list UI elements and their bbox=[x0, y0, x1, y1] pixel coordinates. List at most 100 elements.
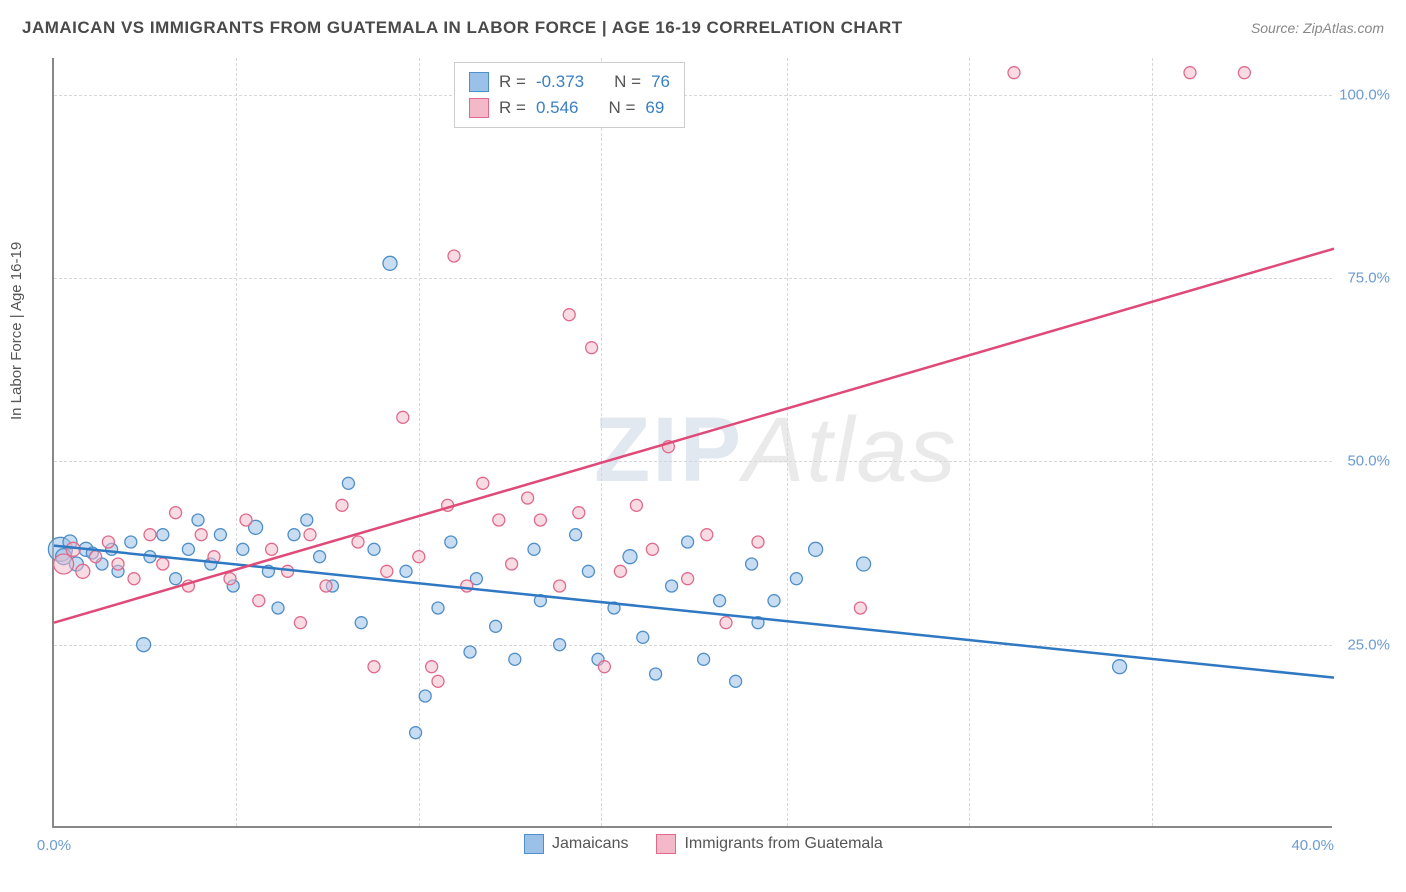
scatter-point bbox=[573, 507, 585, 519]
scatter-point bbox=[314, 551, 326, 563]
n-value: 69 bbox=[645, 95, 664, 121]
scatter-point bbox=[682, 573, 694, 585]
legend-item: Immigrants from Guatemala bbox=[656, 834, 882, 854]
scatter-point bbox=[137, 638, 151, 652]
legend-swatch-pink bbox=[656, 834, 676, 854]
y-tick-label: 50.0% bbox=[1347, 453, 1390, 470]
scatter-point bbox=[54, 554, 74, 574]
scatter-point bbox=[445, 536, 457, 548]
scatter-point bbox=[477, 477, 489, 489]
r-label: R = bbox=[499, 95, 526, 121]
legend-row: R = 0.546 N = 69 bbox=[469, 95, 670, 121]
scatter-point bbox=[125, 536, 137, 548]
scatter-point bbox=[272, 602, 284, 614]
scatter-point bbox=[506, 558, 518, 570]
scatter-point bbox=[397, 411, 409, 423]
scatter-point bbox=[413, 551, 425, 563]
scatter-point bbox=[426, 661, 438, 673]
chart-area: ZIPAtlas R = -0.373 N = 76 R = 0.546 N =… bbox=[52, 58, 1332, 828]
scatter-point bbox=[288, 529, 300, 541]
scatter-point bbox=[368, 661, 380, 673]
scatter-point bbox=[857, 557, 871, 571]
scatter-point bbox=[240, 514, 252, 526]
scatter-point bbox=[614, 565, 626, 577]
scatter-point bbox=[157, 558, 169, 570]
y-tick-label: 25.0% bbox=[1347, 636, 1390, 653]
n-value: 76 bbox=[651, 69, 670, 95]
scatter-point bbox=[490, 620, 502, 632]
scatter-plot bbox=[54, 58, 1332, 826]
scatter-point bbox=[522, 492, 534, 504]
scatter-point bbox=[720, 617, 732, 629]
scatter-point bbox=[701, 529, 713, 541]
source-attribution: Source: ZipAtlas.com bbox=[1251, 20, 1384, 36]
scatter-point bbox=[1238, 67, 1250, 79]
scatter-point bbox=[563, 309, 575, 321]
chart-title: JAMAICAN VS IMMIGRANTS FROM GUATEMALA IN… bbox=[22, 18, 903, 38]
scatter-point bbox=[182, 543, 194, 555]
scatter-point bbox=[790, 573, 802, 585]
scatter-point bbox=[570, 529, 582, 541]
r-value: 0.546 bbox=[536, 95, 579, 121]
scatter-point bbox=[493, 514, 505, 526]
scatter-point bbox=[509, 653, 521, 665]
r-value: -0.373 bbox=[536, 69, 584, 95]
scatter-point bbox=[582, 565, 594, 577]
scatter-point bbox=[237, 543, 249, 555]
scatter-point bbox=[528, 543, 540, 555]
y-axis-label: In Labor Force | Age 16-19 bbox=[8, 242, 25, 420]
scatter-point bbox=[128, 573, 140, 585]
n-label: N = bbox=[608, 95, 635, 121]
scatter-point bbox=[461, 580, 473, 592]
scatter-point bbox=[666, 580, 678, 592]
scatter-point bbox=[157, 529, 169, 541]
scatter-point bbox=[730, 675, 742, 687]
scatter-point bbox=[554, 580, 566, 592]
scatter-point bbox=[400, 565, 412, 577]
scatter-point bbox=[76, 564, 90, 578]
legend-item: Jamaicans bbox=[524, 834, 628, 854]
r-label: R = bbox=[499, 69, 526, 95]
scatter-point bbox=[630, 499, 642, 511]
scatter-point bbox=[534, 514, 546, 526]
scatter-point bbox=[554, 639, 566, 651]
legend-row: R = -0.373 N = 76 bbox=[469, 69, 670, 95]
scatter-point bbox=[294, 617, 306, 629]
scatter-point bbox=[304, 529, 316, 541]
y-tick-label: 75.0% bbox=[1347, 270, 1390, 287]
legend-swatch-blue bbox=[524, 834, 544, 854]
scatter-point bbox=[266, 543, 278, 555]
scatter-point bbox=[432, 602, 444, 614]
trend-line bbox=[54, 249, 1334, 623]
scatter-point bbox=[90, 551, 102, 563]
scatter-point bbox=[598, 661, 610, 673]
scatter-point bbox=[214, 529, 226, 541]
scatter-point bbox=[637, 631, 649, 643]
scatter-point bbox=[1113, 660, 1127, 674]
scatter-point bbox=[102, 536, 114, 548]
scatter-point bbox=[650, 668, 662, 680]
legend-label: Jamaicans bbox=[552, 835, 628, 853]
scatter-point bbox=[224, 573, 236, 585]
scatter-point bbox=[419, 690, 431, 702]
legend-swatch-blue bbox=[469, 72, 489, 92]
scatter-point bbox=[355, 617, 367, 629]
scatter-point bbox=[112, 558, 124, 570]
scatter-point bbox=[768, 595, 780, 607]
scatter-point bbox=[809, 542, 823, 556]
scatter-point bbox=[714, 595, 726, 607]
scatter-point bbox=[586, 342, 598, 354]
y-tick-label: 100.0% bbox=[1339, 86, 1390, 103]
correlation-legend: R = -0.373 N = 76 R = 0.546 N = 69 bbox=[454, 62, 685, 128]
scatter-point bbox=[448, 250, 460, 262]
n-label: N = bbox=[614, 69, 641, 95]
scatter-point bbox=[301, 514, 313, 526]
legend-swatch-pink bbox=[469, 98, 489, 118]
scatter-point bbox=[253, 595, 265, 607]
scatter-point bbox=[383, 256, 397, 270]
scatter-point bbox=[464, 646, 476, 658]
scatter-point bbox=[746, 558, 758, 570]
scatter-point bbox=[170, 507, 182, 519]
scatter-point bbox=[410, 727, 422, 739]
scatter-point bbox=[698, 653, 710, 665]
